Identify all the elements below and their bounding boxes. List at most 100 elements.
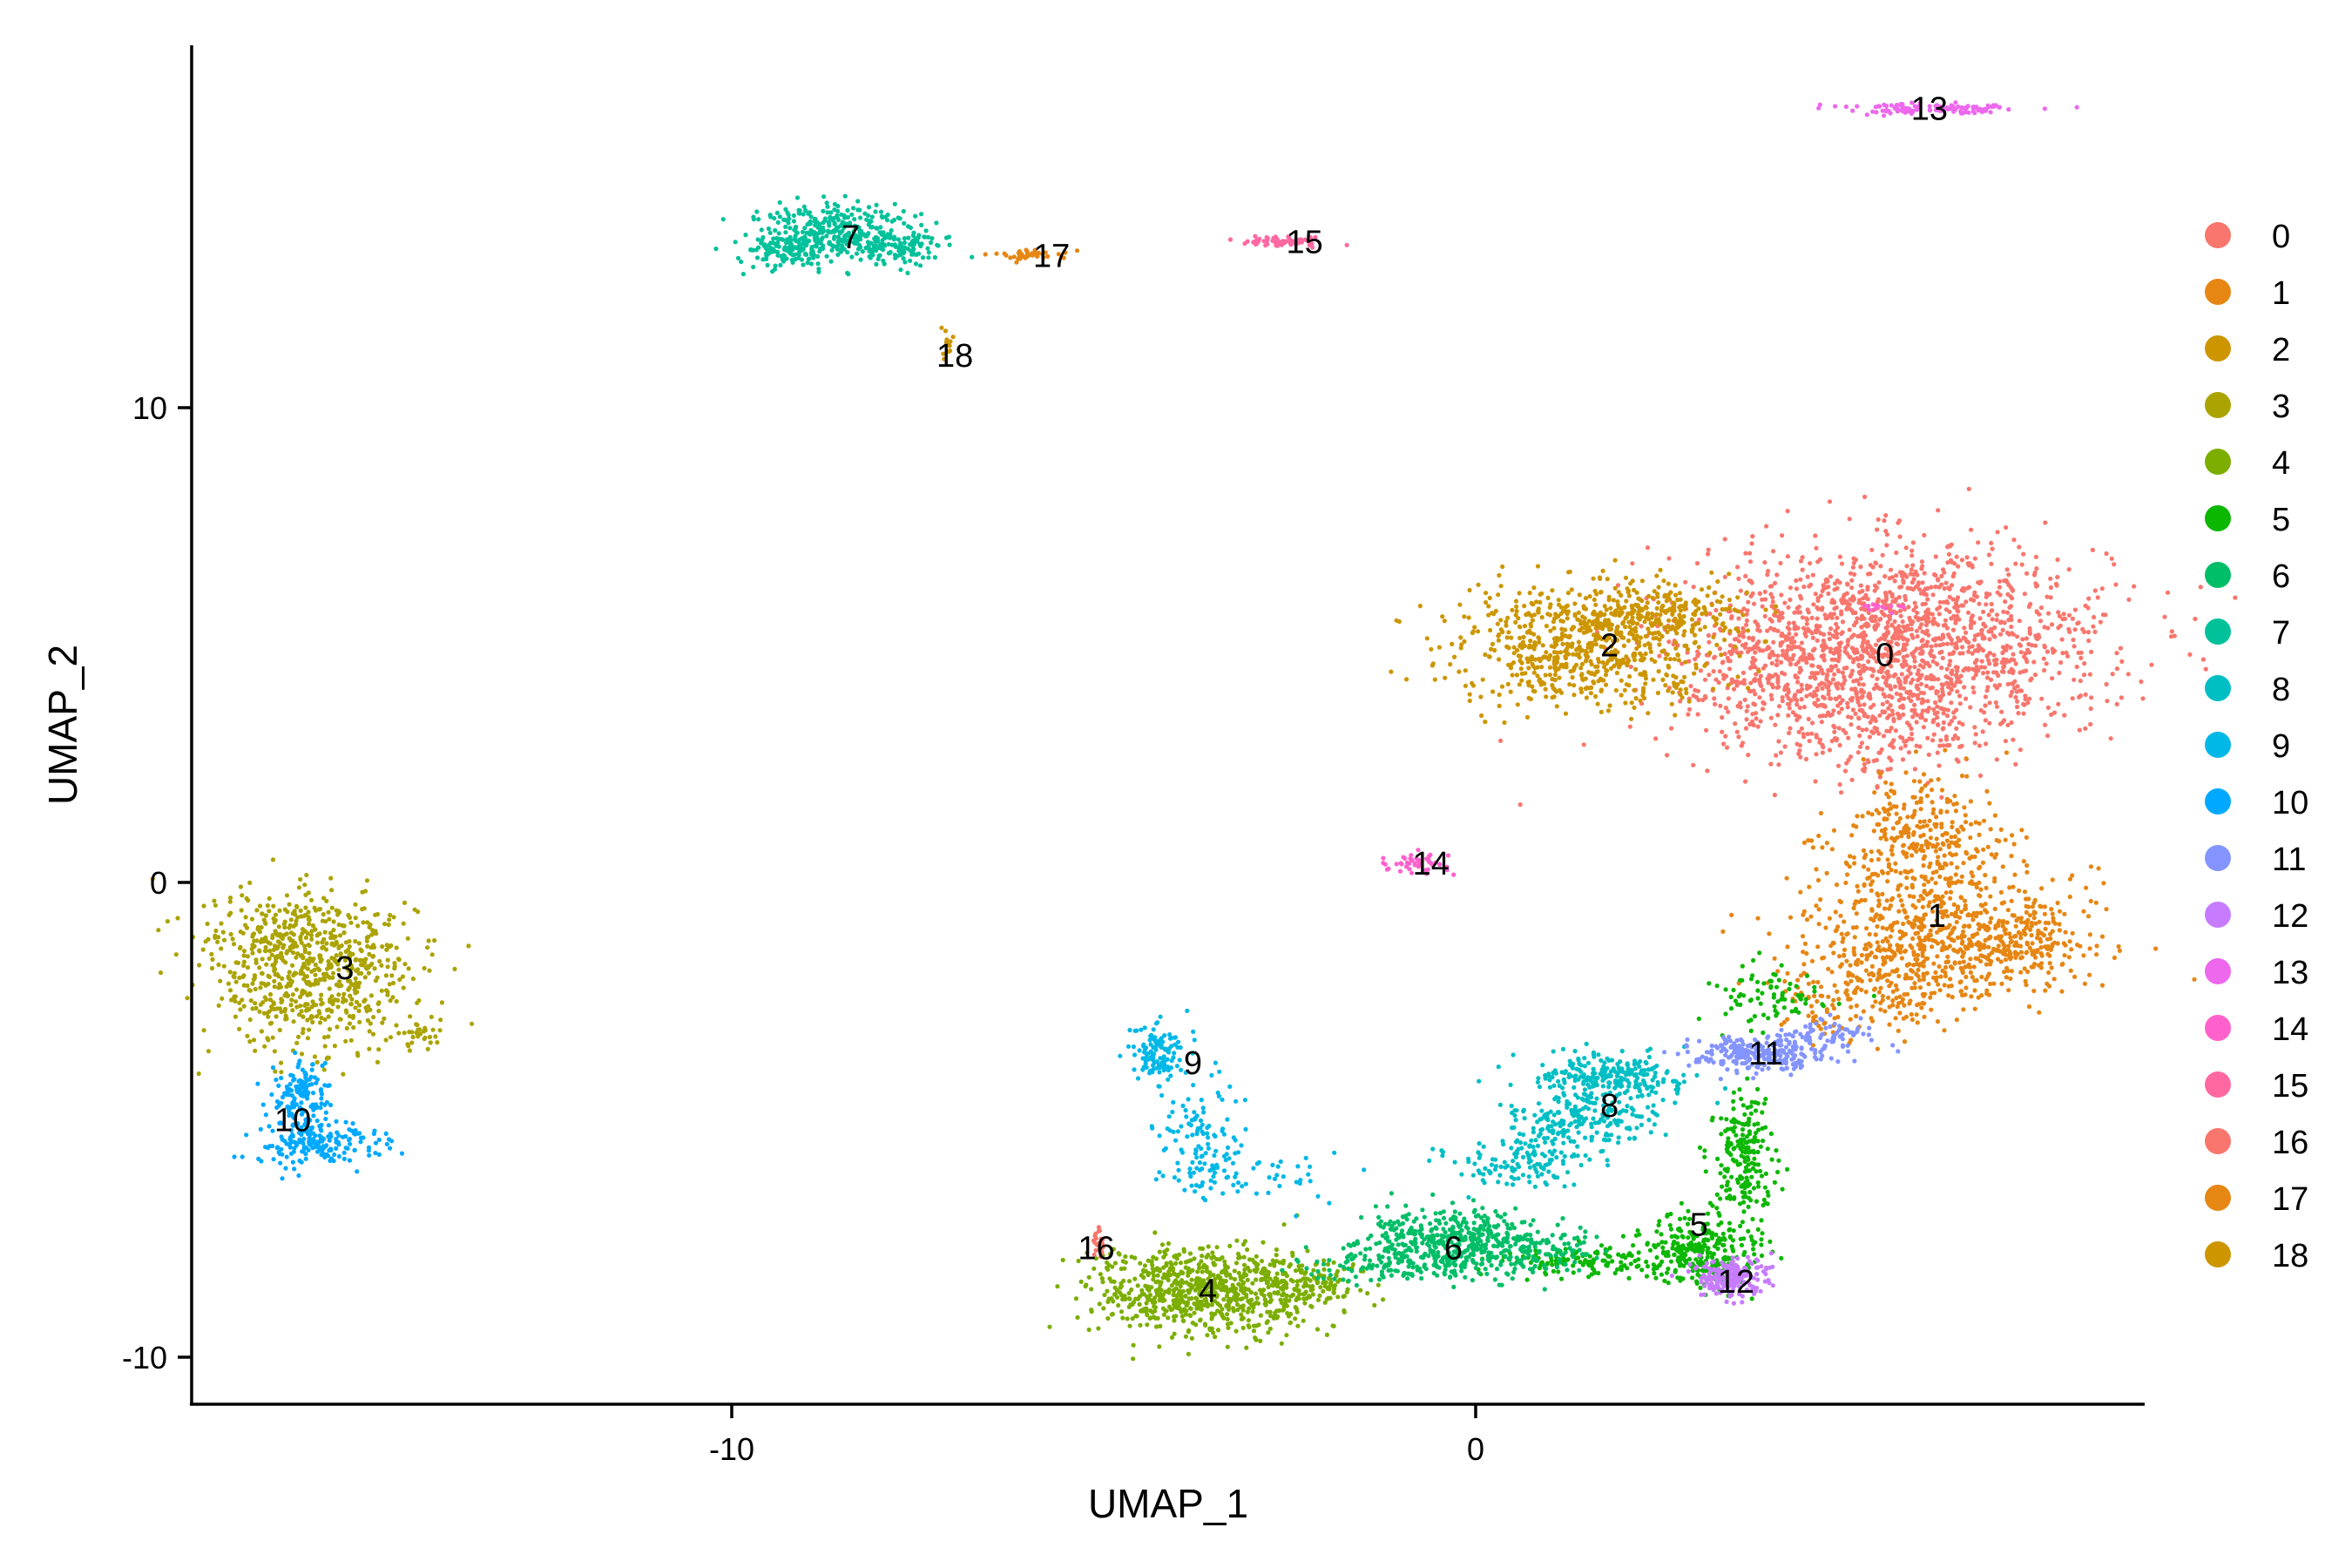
point-cluster-0 (1982, 665, 1988, 670)
point-cluster-0 (1832, 725, 1837, 730)
point-cluster-1 (1904, 875, 1909, 881)
point-cluster-2 (1607, 703, 1612, 708)
point-cluster-1 (2000, 864, 2005, 869)
point-cluster-3 (370, 1031, 376, 1037)
point-cluster-0 (1833, 681, 1838, 686)
point-cluster-3 (267, 896, 272, 901)
point-cluster-2 (1733, 644, 1738, 649)
point-cluster-1 (2011, 841, 2017, 847)
point-cluster-1 (1913, 749, 1919, 754)
point-cluster-0 (2038, 605, 2044, 611)
point-cluster-3 (305, 1036, 310, 1041)
point-cluster-1 (1892, 838, 1897, 843)
point-cluster-2 (1554, 704, 1559, 709)
point-cluster-1 (1939, 825, 1944, 830)
point-cluster-1 (1869, 879, 1875, 884)
point-cluster-2 (1528, 696, 1533, 702)
point-cluster-0 (1892, 658, 1897, 663)
point-cluster-0 (1813, 701, 1818, 707)
point-cluster-0 (1746, 753, 1751, 758)
point-cluster-2 (1498, 584, 1504, 589)
point-cluster-1 (1937, 847, 1943, 852)
point-cluster-0 (1705, 768, 1710, 774)
point-cluster-0 (1801, 647, 1806, 652)
point-cluster-2 (1763, 639, 1768, 645)
point-cluster-0 (2023, 693, 2028, 699)
point-cluster-3 (326, 959, 331, 964)
point-cluster-0 (1794, 586, 1800, 591)
point-cluster-0 (1955, 668, 1960, 674)
point-cluster-2 (1726, 682, 1731, 687)
point-cluster-3 (293, 999, 299, 1004)
point-cluster-3 (294, 1004, 300, 1010)
point-cluster-0 (2076, 650, 2081, 656)
point-cluster-0 (1935, 715, 1940, 720)
point-cluster-0 (1972, 556, 1977, 561)
point-cluster-3 (379, 988, 384, 993)
point-cluster-3 (435, 1040, 440, 1045)
point-cluster-2 (1705, 593, 1710, 598)
point-cluster-0 (1738, 700, 1743, 706)
point-cluster-3 (273, 912, 279, 917)
point-cluster-3 (282, 919, 287, 924)
point-cluster-3 (278, 984, 284, 990)
point-cluster-0 (1704, 727, 1709, 733)
point-cluster-0 (1900, 573, 1905, 579)
point-cluster-0 (2003, 739, 2008, 744)
point-cluster-0 (1925, 699, 1930, 704)
point-cluster-3 (341, 991, 347, 997)
point-cluster-0 (1754, 711, 1759, 716)
point-cluster-1 (1854, 1013, 1859, 1019)
point-cluster-2 (1670, 612, 1675, 618)
point-cluster-1 (1880, 891, 1885, 896)
point-cluster-3 (318, 997, 323, 1002)
point-cluster-3 (308, 933, 314, 938)
point-cluster-0 (1760, 706, 1766, 712)
point-cluster-1 (1980, 860, 1986, 866)
point-cluster-1 (2031, 988, 2037, 994)
point-cluster-0 (1924, 612, 1930, 617)
point-cluster-3 (241, 949, 247, 954)
point-cluster-2 (1544, 624, 1549, 629)
point-cluster-0 (2109, 556, 2114, 561)
point-cluster-0 (1782, 687, 1788, 693)
point-cluster-1 (1917, 977, 1923, 983)
point-cluster-1 (2081, 909, 2086, 914)
point-cluster-2 (1593, 642, 1598, 647)
point-cluster-0 (1723, 733, 1728, 739)
point-cluster-2 (1583, 596, 1589, 601)
point-cluster-0 (1956, 604, 1961, 609)
point-cluster-2 (1484, 600, 1489, 605)
point-cluster-1 (1810, 845, 1815, 850)
point-cluster-0 (1853, 686, 1858, 692)
point-cluster-1 (1894, 811, 1899, 816)
point-cluster-2 (1578, 672, 1585, 678)
point-cluster-0 (1834, 621, 1839, 627)
point-cluster-2 (1727, 571, 1732, 577)
point-cluster-2 (1662, 594, 1667, 599)
point-cluster-1 (1948, 889, 1954, 895)
point-cluster-0 (2001, 665, 2006, 670)
point-cluster-2 (1679, 679, 1684, 685)
point-cluster-3 (356, 941, 362, 946)
point-cluster-0 (1848, 571, 1854, 576)
point-cluster-0 (2139, 679, 2144, 685)
point-cluster-0 (2009, 624, 2014, 630)
point-cluster-0 (2112, 562, 2117, 567)
point-cluster-1 (1943, 973, 1949, 979)
point-cluster-0 (2043, 520, 2048, 525)
point-cluster-0 (1907, 615, 1912, 620)
point-cluster-2 (1659, 608, 1664, 613)
point-cluster-1 (1824, 841, 1829, 846)
point-cluster-3 (289, 997, 294, 1003)
point-cluster-2 (1511, 645, 1517, 650)
point-cluster-0 (1892, 618, 1897, 625)
point-cluster-0 (1960, 721, 1965, 727)
point-cluster-3 (218, 978, 223, 983)
point-cluster-1 (1811, 979, 1816, 984)
point-cluster-1 (1877, 968, 1882, 973)
point-cluster-1 (1896, 909, 1902, 914)
point-cluster-1 (1863, 968, 1869, 973)
point-cluster-3 (227, 970, 233, 975)
point-cluster-0 (2048, 576, 2053, 581)
